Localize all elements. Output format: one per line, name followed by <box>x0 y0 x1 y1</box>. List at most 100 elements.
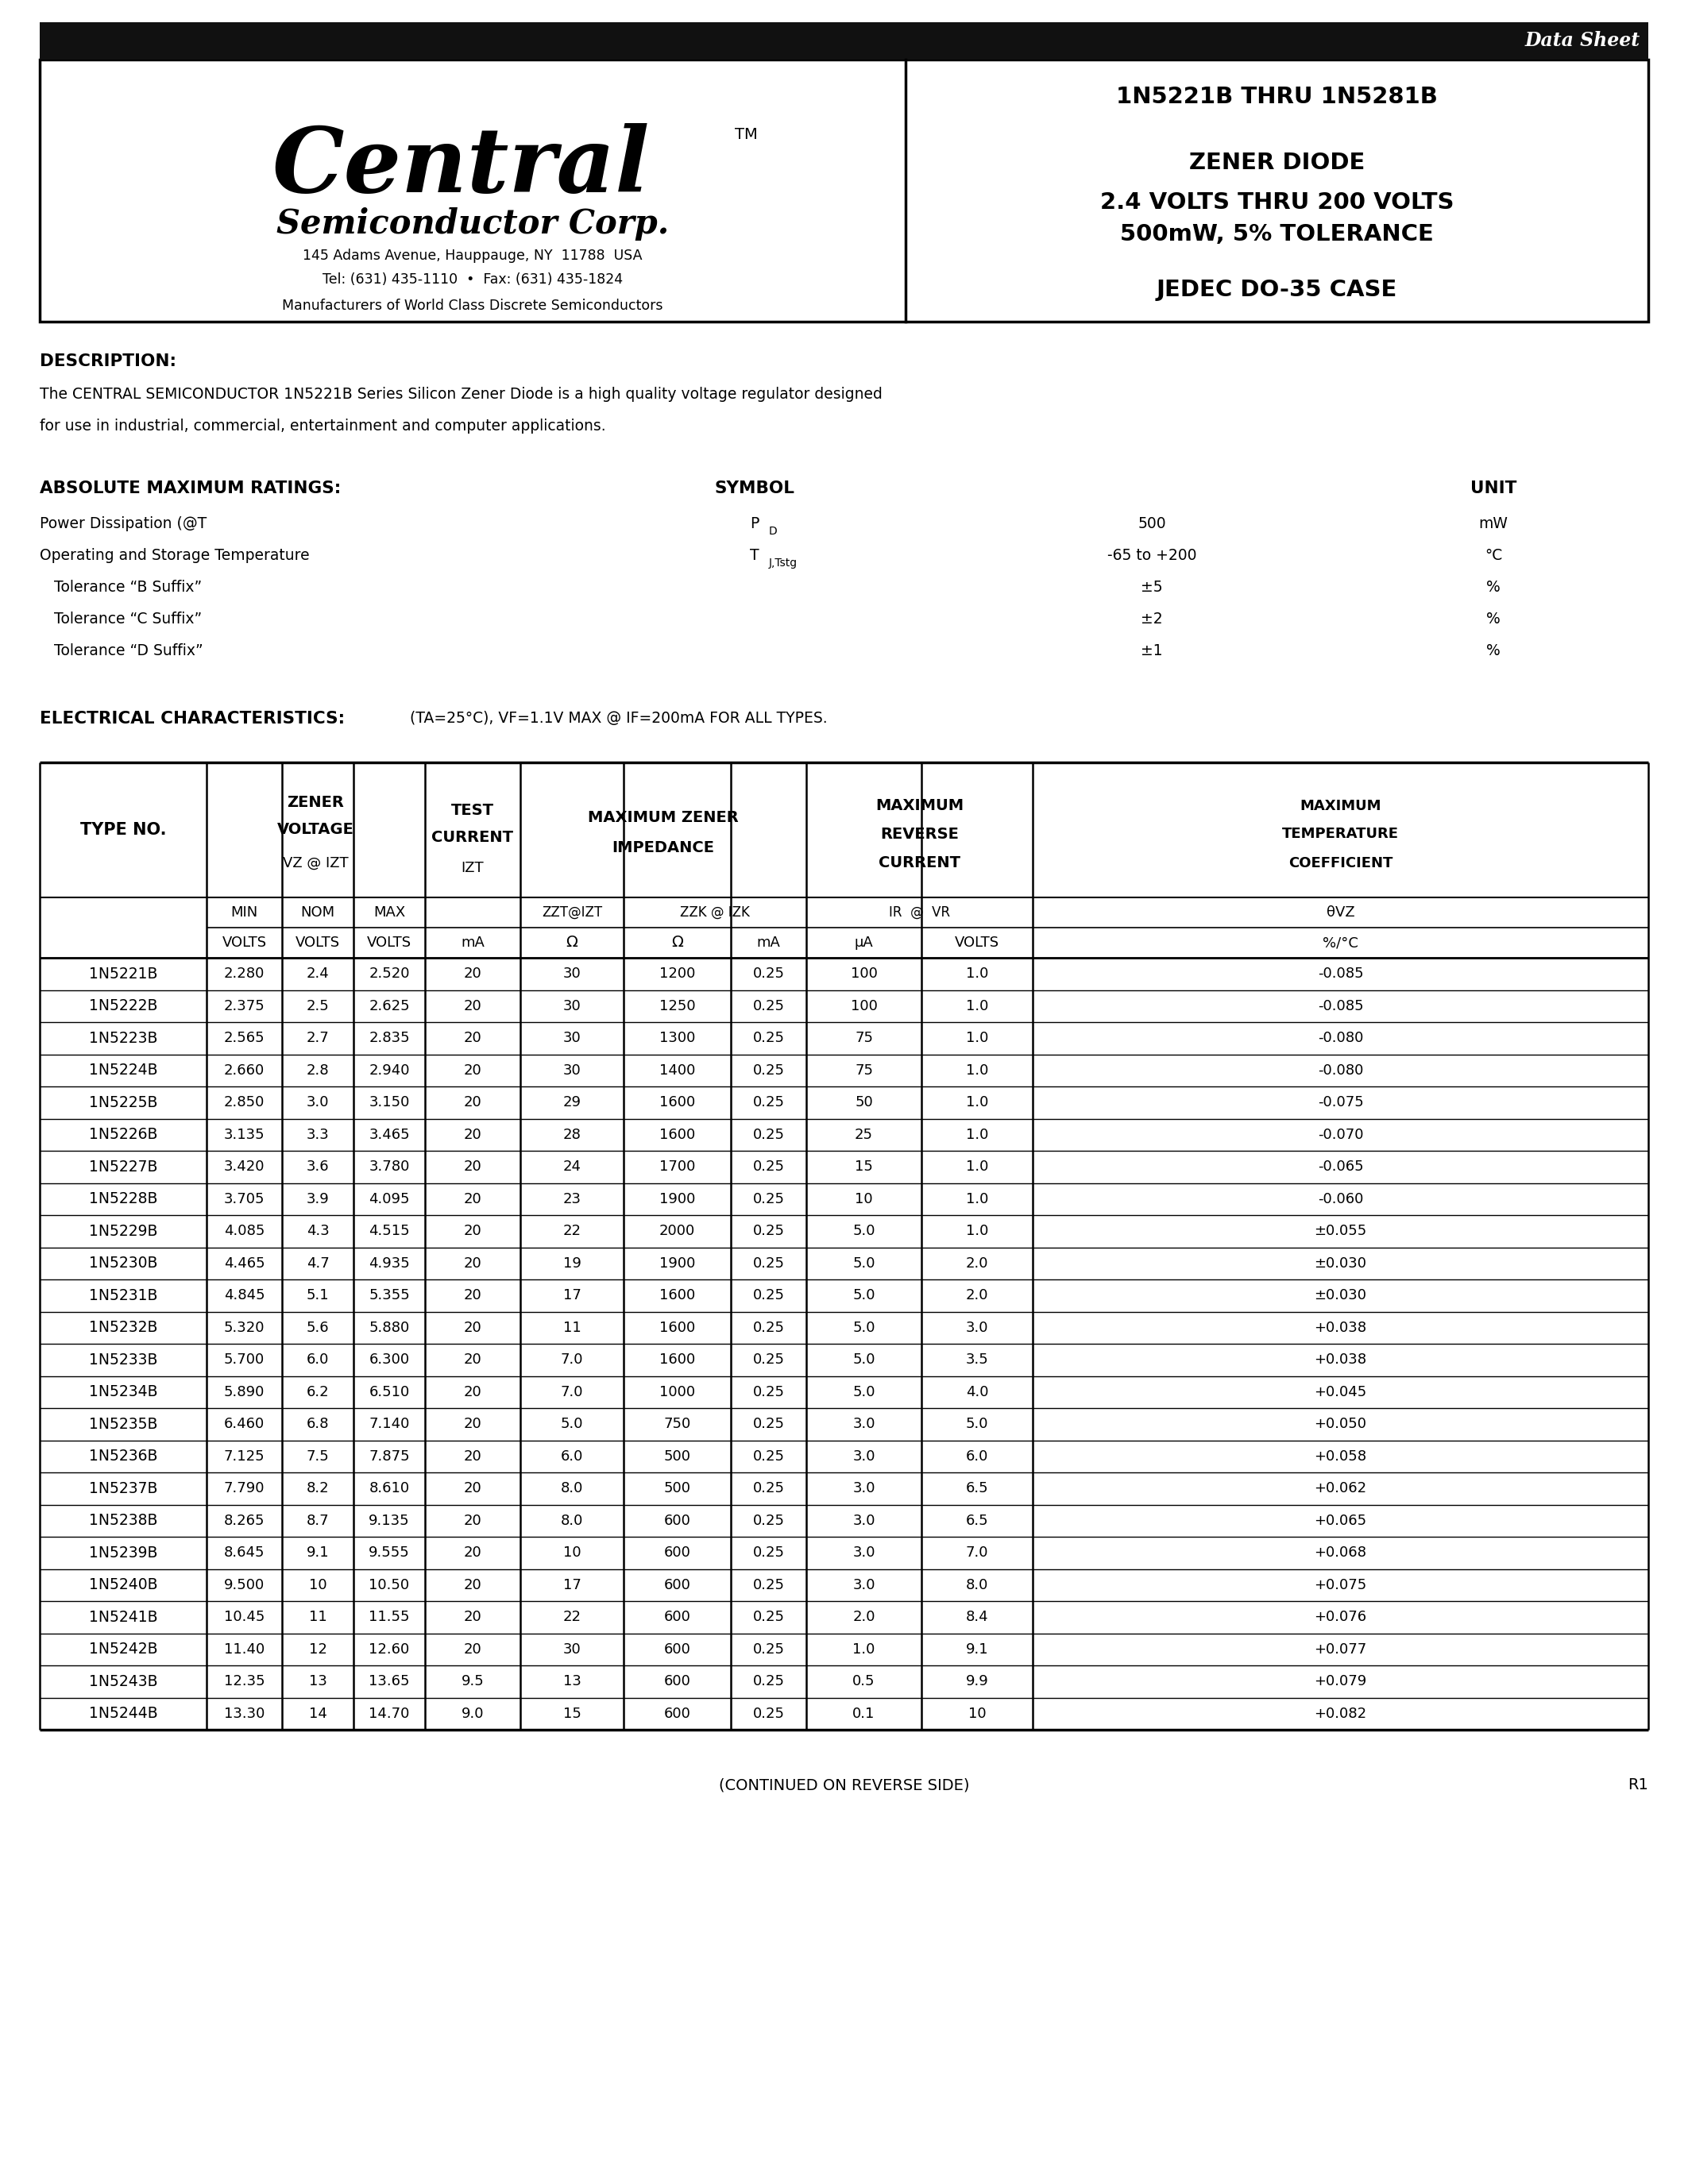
Text: 1600: 1600 <box>660 1321 695 1334</box>
Text: Tolerance “D Suffix”: Tolerance “D Suffix” <box>41 644 203 657</box>
Text: 1.0: 1.0 <box>966 1096 989 1109</box>
Text: 3.3: 3.3 <box>306 1127 329 1142</box>
Text: 7.0: 7.0 <box>966 1546 989 1559</box>
Text: 0.25: 0.25 <box>753 1031 785 1046</box>
Text: 15: 15 <box>854 1160 873 1175</box>
Text: -0.065: -0.065 <box>1318 1160 1364 1175</box>
Text: 5.0: 5.0 <box>966 1417 989 1431</box>
Text: 3.0: 3.0 <box>852 1450 874 1463</box>
Text: 500: 500 <box>663 1481 690 1496</box>
Text: 0.25: 0.25 <box>753 1096 785 1109</box>
Text: 20: 20 <box>464 1127 481 1142</box>
Text: NOM: NOM <box>300 906 334 919</box>
Text: 0.25: 0.25 <box>753 1514 785 1529</box>
Text: 1600: 1600 <box>660 1289 695 1302</box>
Text: Ω: Ω <box>672 935 684 950</box>
Text: MIN: MIN <box>231 906 258 919</box>
Text: 25: 25 <box>854 1127 873 1142</box>
Text: REVERSE: REVERSE <box>879 826 959 841</box>
Text: 1N5221B: 1N5221B <box>89 965 157 981</box>
Text: 2.940: 2.940 <box>368 1064 410 1077</box>
Text: +0.038: +0.038 <box>1315 1321 1367 1334</box>
Text: 2.4 VOLTS THRU 200 VOLTS: 2.4 VOLTS THRU 200 VOLTS <box>1101 192 1453 214</box>
Text: T: T <box>749 548 760 563</box>
Text: 2.520: 2.520 <box>368 968 410 981</box>
Text: 1N5223B: 1N5223B <box>89 1031 157 1046</box>
Text: 0.25: 0.25 <box>753 1481 785 1496</box>
Text: 1200: 1200 <box>658 968 695 981</box>
Text: 20: 20 <box>464 1481 481 1496</box>
Text: 8.265: 8.265 <box>225 1514 265 1529</box>
Text: 20: 20 <box>464 998 481 1013</box>
Text: ±1: ±1 <box>1141 644 1163 657</box>
Text: 30: 30 <box>562 968 581 981</box>
Text: 2.625: 2.625 <box>368 998 410 1013</box>
Text: 4.515: 4.515 <box>368 1223 410 1238</box>
Text: Operating and Storage Temperature: Operating and Storage Temperature <box>41 548 309 563</box>
Text: 1N5240B: 1N5240B <box>89 1577 157 1592</box>
Text: 5.700: 5.700 <box>225 1352 265 1367</box>
Text: 6.0: 6.0 <box>307 1352 329 1367</box>
Text: 7.790: 7.790 <box>225 1481 265 1496</box>
Text: 0.25: 0.25 <box>753 1385 785 1400</box>
Text: 22: 22 <box>562 1610 581 1625</box>
Text: 20: 20 <box>464 1642 481 1655</box>
Text: (CONTINUED ON REVERSE SIDE): (CONTINUED ON REVERSE SIDE) <box>719 1778 969 1793</box>
Text: 20: 20 <box>464 1417 481 1431</box>
Text: 11.55: 11.55 <box>368 1610 410 1625</box>
Text: 0.25: 0.25 <box>753 968 785 981</box>
Text: 8.610: 8.610 <box>370 1481 410 1496</box>
Text: 1600: 1600 <box>660 1096 695 1109</box>
Text: 9.1: 9.1 <box>307 1546 329 1559</box>
Text: 1300: 1300 <box>658 1031 695 1046</box>
Text: 5.0: 5.0 <box>852 1223 874 1238</box>
Text: ELECTRICAL CHARACTERISTICS:: ELECTRICAL CHARACTERISTICS: <box>41 710 344 727</box>
Text: 9.135: 9.135 <box>368 1514 410 1529</box>
Text: 1N5222B: 1N5222B <box>89 998 157 1013</box>
Text: 100: 100 <box>851 968 878 981</box>
Text: 9.0: 9.0 <box>461 1706 484 1721</box>
Text: for use in industrial, commercial, entertainment and computer applications.: for use in industrial, commercial, enter… <box>41 419 606 435</box>
Text: 9.555: 9.555 <box>368 1546 410 1559</box>
Text: 30: 30 <box>562 1642 581 1655</box>
Text: MAX: MAX <box>373 906 405 919</box>
Text: -65 to +200: -65 to +200 <box>1107 548 1197 563</box>
Text: 5.0: 5.0 <box>852 1321 874 1334</box>
Text: MAXIMUM: MAXIMUM <box>876 799 964 815</box>
Text: 0.25: 0.25 <box>753 1417 785 1431</box>
Text: +0.068: +0.068 <box>1315 1546 1367 1559</box>
Text: 2.7: 2.7 <box>306 1031 329 1046</box>
Text: 14: 14 <box>309 1706 327 1721</box>
Text: 1N5241B: 1N5241B <box>89 1610 157 1625</box>
Text: 2.280: 2.280 <box>225 968 265 981</box>
Text: 12.60: 12.60 <box>370 1642 410 1655</box>
Text: 1.0: 1.0 <box>966 1192 989 1206</box>
Text: 6.460: 6.460 <box>225 1417 265 1431</box>
Text: 20: 20 <box>464 1192 481 1206</box>
Text: 500: 500 <box>1138 515 1166 531</box>
Text: 10: 10 <box>309 1577 327 1592</box>
Text: 1N5238B: 1N5238B <box>89 1514 157 1529</box>
Text: +0.065: +0.065 <box>1315 1514 1367 1529</box>
Text: 2.565: 2.565 <box>225 1031 265 1046</box>
Text: 1N5234B: 1N5234B <box>89 1385 157 1400</box>
Text: The CENTRAL SEMICONDUCTOR 1N5221B Series Silicon Zener Diode is a high quality v: The CENTRAL SEMICONDUCTOR 1N5221B Series… <box>41 387 883 402</box>
Text: COEFFICIENT: COEFFICIENT <box>1288 856 1393 871</box>
Text: 0.25: 0.25 <box>753 1321 785 1334</box>
Text: ±0.030: ±0.030 <box>1315 1289 1367 1302</box>
Text: 1N5242B: 1N5242B <box>89 1642 157 1658</box>
Text: 10: 10 <box>562 1546 581 1559</box>
Text: 1N5243B: 1N5243B <box>89 1673 157 1688</box>
Text: 4.935: 4.935 <box>368 1256 410 1271</box>
Text: 8.0: 8.0 <box>966 1577 989 1592</box>
Text: 1N5229B: 1N5229B <box>89 1223 157 1238</box>
Text: 6.510: 6.510 <box>370 1385 410 1400</box>
Text: 5.880: 5.880 <box>370 1321 410 1334</box>
Text: 1400: 1400 <box>658 1064 695 1077</box>
Text: 20: 20 <box>464 968 481 981</box>
Text: mA: mA <box>756 935 780 950</box>
Text: 13.65: 13.65 <box>368 1675 410 1688</box>
Text: 75: 75 <box>854 1064 873 1077</box>
Text: 30: 30 <box>562 1064 581 1077</box>
Text: +0.077: +0.077 <box>1315 1642 1367 1655</box>
